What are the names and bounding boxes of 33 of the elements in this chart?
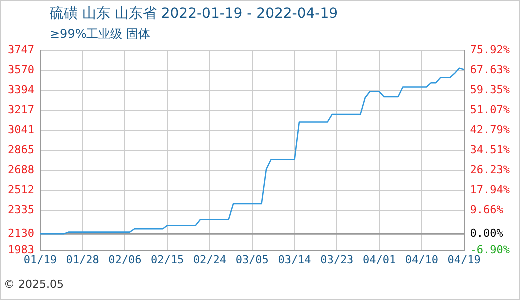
x-tick-label: 02/15 (151, 253, 184, 266)
y2-tick-label: 67.63% (470, 64, 510, 76)
y-tick-label: 2335 (8, 204, 34, 217)
y2-tick-label: 51.07% (470, 104, 510, 117)
y-tick-label: 2130 (8, 226, 34, 240)
y2-tick-label: 42.79% (470, 124, 510, 137)
y2-tick-label: 9.66% (470, 204, 504, 217)
y2-tick-label: 26.23% (470, 164, 510, 177)
y-tick-label: 2512 (8, 184, 34, 197)
y2-tick-label: 34.51% (470, 144, 510, 157)
x-tick-label: 04/10 (405, 253, 438, 266)
x-tick-label: 02/24 (193, 253, 227, 266)
y2-tick-label: 59.35% (470, 84, 510, 97)
x-tick-label: 03/05 (236, 253, 269, 266)
y2-tick-label: 75.92% (470, 43, 510, 56)
y-tick-label: 3394 (8, 84, 35, 97)
x-tick-label: 02/06 (108, 253, 142, 266)
chart-subtitle: ≥99%工业级 固体 (50, 26, 151, 43)
x-tick-label: 03/23 (320, 253, 354, 266)
y2-tick-label: 0.00% (470, 226, 504, 240)
y2-tick-label: 17.94% (470, 184, 510, 197)
y-tick-label: 2865 (8, 144, 34, 157)
x-tick-label: 04/19 (448, 253, 481, 266)
x-tick-label: 01/28 (66, 253, 100, 266)
y-tick-label: 2688 (8, 164, 34, 177)
x-tick-label: 03/14 (278, 253, 312, 266)
chart-title: 硫磺 山东 山东省 2022-01-19 - 2022-04-19 (50, 5, 338, 23)
y-tick-label: 3041 (8, 124, 34, 137)
x-tick-label: 04/01 (362, 253, 396, 266)
text: © 2025.05 (4, 278, 64, 291)
y-tick-label: 3747 (8, 43, 34, 56)
y-tick-label: 3217 (8, 104, 34, 117)
y-tick-label: 3570 (8, 64, 34, 77)
